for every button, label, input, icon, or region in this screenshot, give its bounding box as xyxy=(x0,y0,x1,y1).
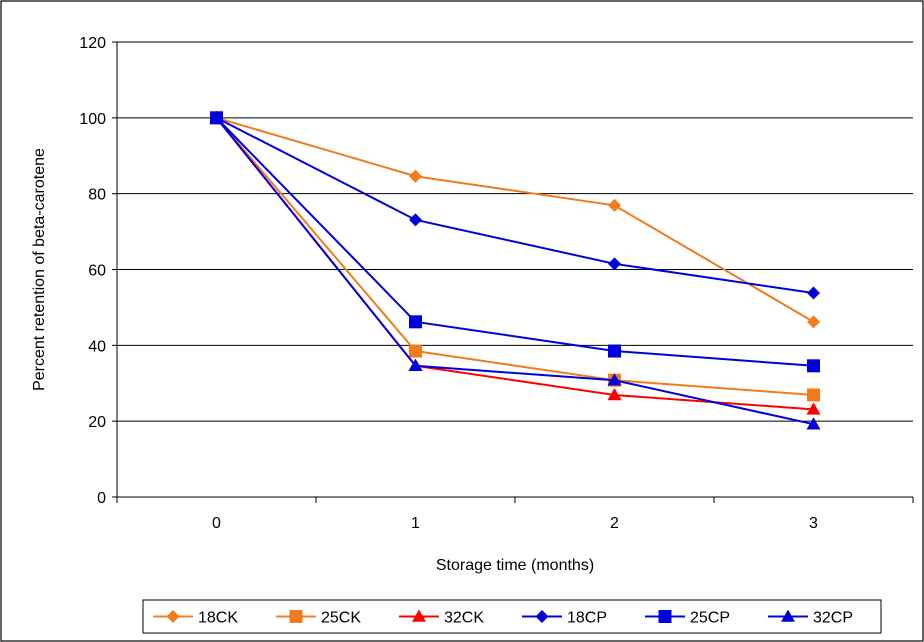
y-tick-label: 0 xyxy=(97,490,106,507)
data-point xyxy=(608,344,621,358)
y-tick-labels: 0 20 40 60 80 100 120 xyxy=(79,35,106,507)
data-point xyxy=(608,257,621,271)
legend-marker xyxy=(412,609,426,622)
legend-label: 18CP xyxy=(567,610,607,627)
legend-item: 32CK xyxy=(399,609,484,627)
series-line xyxy=(216,116,814,294)
data-point xyxy=(409,315,422,329)
x-tick-label: 1 xyxy=(411,515,420,532)
series-plot xyxy=(209,110,821,430)
series-line xyxy=(216,116,815,323)
legend: 18CK 25CK 32CK 18CP 25CP 32CP xyxy=(142,599,882,634)
y-tick-label: 120 xyxy=(79,35,106,52)
legend-label: 25CK xyxy=(321,610,361,627)
legend-label: 32CK xyxy=(444,610,484,627)
x-tick-label: 0 xyxy=(212,515,221,532)
axes xyxy=(112,41,914,503)
x-tick-labels: 0 1 2 3 xyxy=(212,515,818,532)
gridlines xyxy=(117,41,913,422)
legend-label: 32CP xyxy=(813,610,853,627)
data-point xyxy=(806,417,821,430)
x-tick-label: 3 xyxy=(809,515,818,532)
x-tick-label: 2 xyxy=(610,515,619,532)
data-point xyxy=(409,213,422,227)
y-tick-label: 100 xyxy=(79,111,106,128)
legend-label: 18CK xyxy=(198,610,238,627)
data-point xyxy=(807,315,820,329)
data-point xyxy=(607,373,622,386)
data-point xyxy=(209,110,224,124)
data-point xyxy=(806,402,821,415)
legend-label: 25CP xyxy=(690,610,730,627)
legend-item: 25CK xyxy=(276,610,361,627)
y-tick-label: 20 xyxy=(88,414,106,431)
legend-item: 18CK xyxy=(153,610,238,627)
data-point xyxy=(608,198,621,212)
data-point xyxy=(807,359,820,373)
series-line xyxy=(215,117,814,426)
y-axis-title: Percent retention of beta-carotene xyxy=(31,148,48,391)
legend-item: 25CP xyxy=(645,610,730,627)
series-32cp xyxy=(209,110,821,430)
y-tick-label: 60 xyxy=(88,263,106,280)
x-axis-title: Storage time (months) xyxy=(436,557,594,574)
legend-box xyxy=(142,599,882,634)
data-point xyxy=(607,388,622,401)
y-tick-label: 40 xyxy=(88,338,106,355)
legend-marker xyxy=(166,610,180,623)
data-point xyxy=(807,286,820,300)
data-point xyxy=(807,388,820,402)
legend-marker xyxy=(658,610,672,623)
series-line xyxy=(215,117,814,367)
legend-marker xyxy=(535,610,549,623)
data-point xyxy=(409,169,422,183)
legend-marker xyxy=(781,609,795,622)
series-line xyxy=(215,117,814,397)
legend-marker xyxy=(289,610,303,623)
data-point xyxy=(409,344,422,358)
y-tick-label: 80 xyxy=(88,187,106,204)
legend-item: 18CP xyxy=(522,610,607,627)
legend-item: 32CP xyxy=(768,609,853,627)
data-point xyxy=(408,358,423,372)
